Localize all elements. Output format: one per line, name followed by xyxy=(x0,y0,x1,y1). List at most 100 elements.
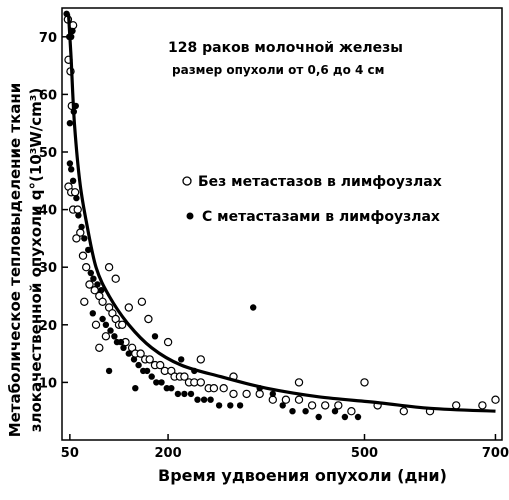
chart-subtitle: размер опухоли от 0,6 до 4 см xyxy=(172,63,384,77)
data-point-no-metastases xyxy=(196,355,205,364)
data-point-no-metastases xyxy=(360,378,369,387)
data-point-no-metastases xyxy=(80,297,89,306)
data-point-no-metastases xyxy=(399,407,408,416)
x-tick-label: 50 xyxy=(61,446,79,461)
data-point-metastases xyxy=(187,390,195,398)
data-points xyxy=(63,10,500,421)
data-point-no-metastases xyxy=(98,297,107,306)
data-point-metastases xyxy=(90,275,97,282)
data-point-metastases xyxy=(98,287,105,294)
data-point-metastases xyxy=(178,356,185,363)
data-point-no-metastases xyxy=(81,263,91,272)
data-point-no-metastases xyxy=(144,314,153,324)
data-point-metastases xyxy=(148,373,155,380)
data-point-no-metastases xyxy=(163,337,173,347)
legend-marker-open xyxy=(182,176,192,186)
data-point-metastases xyxy=(69,177,77,184)
y-tick-label: 30 xyxy=(39,261,57,276)
y-axis-title-line1: Метаболическое тепловыделение ткани xyxy=(6,83,24,438)
data-point-metastases xyxy=(87,269,95,277)
data-point-no-metastases xyxy=(136,349,145,358)
data-point-no-metastases xyxy=(491,395,500,404)
data-point-metastases xyxy=(236,402,244,409)
x-tick-label: 500 xyxy=(351,446,378,461)
data-point-no-metastases xyxy=(180,372,189,381)
data-point-no-metastases xyxy=(104,263,114,272)
data-point-metastases xyxy=(174,390,182,398)
legend-label-metastases: С метастазами в лимфоузлах xyxy=(202,209,440,225)
data-point-metastases xyxy=(158,379,165,386)
y-axis-title-line2: злокачественной опухоли q°(10³W/cm³) xyxy=(27,88,45,432)
x-tick-label: 200 xyxy=(155,446,182,461)
x-tick-label: 700 xyxy=(482,446,509,461)
data-point-metastases xyxy=(105,367,113,375)
data-point-metastases xyxy=(107,327,114,334)
data-point-no-metastases xyxy=(268,395,277,404)
data-point-metastases xyxy=(302,408,309,415)
data-point-no-metastases xyxy=(242,389,251,399)
data-point-metastases xyxy=(89,310,97,317)
data-point-no-metastases xyxy=(478,401,487,410)
data-point-metastases xyxy=(75,212,82,219)
data-point-no-metastases xyxy=(137,297,147,306)
data-point-metastases xyxy=(117,338,125,346)
data-point-metastases xyxy=(125,350,132,357)
data-point-no-metastases xyxy=(70,188,80,197)
data-point-no-metastases xyxy=(111,274,120,283)
data-point-no-metastases xyxy=(73,205,82,214)
legend-marker-filled xyxy=(186,212,194,220)
data-point-no-metastases xyxy=(117,320,127,329)
data-point-metastases xyxy=(227,402,234,409)
y-tick-label: 20 xyxy=(39,319,57,334)
data-point-metastases xyxy=(135,361,142,369)
data-point-metastases xyxy=(289,408,296,415)
data-point-metastases xyxy=(143,367,151,375)
data-point-no-metastases xyxy=(281,395,291,404)
plot-area-frame xyxy=(61,7,503,441)
data-point-metastases xyxy=(269,390,276,398)
data-point-no-metastases xyxy=(321,401,330,410)
data-point-no-metastases xyxy=(95,343,104,352)
data-point-metastases xyxy=(99,315,106,323)
data-point-metastases xyxy=(168,385,175,392)
data-point-metastases xyxy=(215,402,223,409)
data-point-no-metastases xyxy=(145,355,154,364)
data-point-metastases xyxy=(66,160,74,167)
data-point-no-metastases xyxy=(155,360,165,370)
data-point-no-metastases xyxy=(101,332,111,341)
data-point-no-metastases xyxy=(347,407,356,416)
x-axis-title: Время удвоения опухоли (дни) xyxy=(158,466,447,485)
fit-curve xyxy=(66,13,496,413)
data-point-metastases xyxy=(111,333,118,340)
data-point-metastases xyxy=(250,304,257,311)
data-point-metastases xyxy=(315,413,322,421)
data-point-no-metastases xyxy=(91,320,101,329)
data-point-metastases xyxy=(102,321,110,328)
data-point-metastases xyxy=(341,413,349,421)
y-tick-label: 40 xyxy=(39,204,57,219)
data-point-metastases xyxy=(68,166,75,173)
data-point-metastases xyxy=(151,333,159,340)
data-point-metastases xyxy=(153,379,160,386)
data-point-metastases xyxy=(66,120,74,127)
data-point-metastases xyxy=(73,194,80,202)
y-tick-label: 10 xyxy=(39,376,57,391)
data-point-no-metastases xyxy=(209,384,219,393)
data-point-metastases xyxy=(181,390,188,398)
data-point-metastases xyxy=(279,402,286,409)
data-point-no-metastases xyxy=(452,401,461,410)
y-tick-label: 60 xyxy=(39,88,57,103)
data-point-metastases xyxy=(331,408,339,415)
data-point-no-metastases xyxy=(219,384,228,393)
data-point-metastases xyxy=(163,385,170,392)
data-point-metastases xyxy=(132,385,139,392)
data-point-no-metastases xyxy=(334,401,343,410)
data-point-metastases xyxy=(130,356,138,363)
y-tick-label: 70 xyxy=(39,31,57,46)
legend-label-no-metastases: Без метастазов в лимфоузлах xyxy=(198,174,442,190)
legend: Без метастазов в лимфоузлах С метастазам… xyxy=(182,174,442,225)
y-tick-label: 50 xyxy=(39,146,57,161)
data-point-metastases xyxy=(207,396,214,403)
data-point-metastases xyxy=(94,281,101,288)
